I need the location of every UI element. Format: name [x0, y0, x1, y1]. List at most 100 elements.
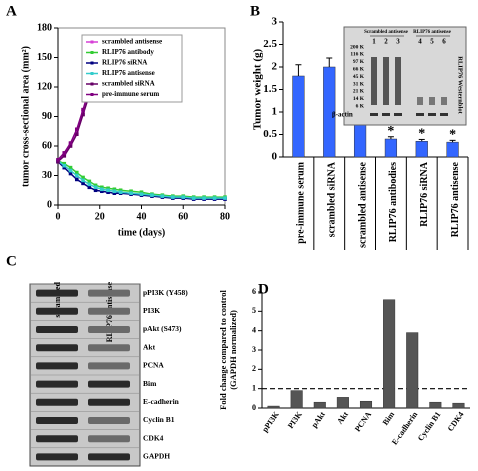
legend-marker — [90, 72, 94, 75]
bar — [313, 401, 326, 409]
mw-marker: 200 K — [350, 44, 365, 50]
point — [106, 190, 110, 195]
lane-number: 1 — [372, 38, 376, 46]
lane-band — [371, 57, 377, 105]
blot-row-label: CDK4 — [143, 433, 164, 442]
y-tick-label: 120 — [37, 81, 52, 92]
point — [181, 195, 186, 199]
point — [139, 190, 144, 195]
point — [100, 189, 104, 194]
point — [106, 186, 110, 191]
blot-band — [88, 380, 130, 388]
lane-number: 2 — [384, 38, 388, 46]
y-tick-label: 3 — [252, 345, 256, 354]
point — [74, 170, 79, 175]
lane-band — [417, 97, 423, 105]
legend-marker — [90, 51, 94, 54]
bar — [446, 141, 459, 158]
point — [223, 196, 227, 200]
point — [129, 191, 133, 195]
x-tick-label: Cyclin B1 — [416, 410, 443, 443]
x-tick-label: scrambled antisense — [357, 161, 368, 247]
blot-side-label: RLIP76 Westernblot — [457, 56, 464, 114]
x-tick-label: scrambled siRNA — [327, 161, 338, 237]
point — [74, 129, 79, 134]
blot-row-label: PCNA — [143, 361, 164, 370]
mw-marker: 97 K — [353, 59, 365, 65]
mw-marker: 66 K — [353, 66, 365, 72]
significance-mark: * — [418, 127, 425, 142]
point — [56, 159, 60, 164]
point — [100, 185, 104, 190]
x-tick-label: Bim — [381, 410, 397, 427]
blot-band — [36, 344, 78, 352]
mw-marker: 116 K — [350, 52, 364, 58]
blot-band — [88, 417, 130, 424]
blot-band — [36, 326, 78, 333]
blot-band — [36, 435, 78, 443]
blot-band — [36, 380, 78, 388]
lane-band — [441, 97, 447, 105]
blot-band — [88, 289, 130, 297]
point — [62, 151, 67, 155]
x-tick-label: RLIP76 antisense — [450, 161, 461, 237]
y-tick-label: 1 — [252, 383, 256, 392]
point — [68, 141, 73, 145]
y-tick-label: 4 — [252, 325, 256, 334]
bar — [290, 390, 303, 409]
mw-marker: 6 K — [356, 103, 365, 109]
point — [62, 154, 67, 158]
panel-label: C — [6, 253, 17, 269]
point — [87, 179, 92, 184]
point — [106, 188, 110, 193]
blot-column-label: scrambled — [53, 281, 62, 317]
legend-label: RLIP76 antibody — [102, 48, 154, 56]
point — [81, 175, 85, 180]
x-tick-label: RLIP76 siRNA — [419, 161, 430, 227]
lane-band — [429, 97, 435, 105]
y-tick-label: 6 — [252, 287, 256, 296]
bar — [336, 397, 349, 409]
y-tick-label: 3 — [272, 16, 278, 28]
point — [112, 191, 117, 195]
blot-row-label: E-cadherin — [143, 397, 180, 406]
point — [74, 127, 79, 132]
lane-number: 3 — [396, 38, 400, 46]
y-axis-title: Fold change compared to control — [218, 290, 228, 410]
bar — [267, 405, 280, 409]
blot-band — [36, 398, 78, 406]
blot-band — [88, 307, 130, 315]
legend-label: RLIP76 siRNA — [102, 59, 147, 67]
lane-number: 5 — [430, 38, 434, 46]
legend-box — [81, 34, 183, 103]
blot-band — [36, 307, 78, 315]
point — [129, 189, 133, 194]
y-tick-label: 1 — [272, 106, 278, 118]
x-tick-label: 20 — [95, 211, 105, 222]
point — [118, 188, 123, 193]
panel-label: D — [258, 281, 269, 297]
blot-band — [88, 398, 130, 406]
point — [81, 178, 85, 183]
point — [87, 185, 92, 190]
y-tick-label: 0.5 — [263, 128, 277, 140]
point — [191, 196, 196, 200]
y-tick-label: 2 — [272, 61, 278, 73]
point — [112, 187, 117, 192]
blot-band — [88, 344, 130, 352]
point — [112, 189, 117, 194]
point — [139, 192, 144, 196]
bar — [359, 400, 373, 409]
lane-number: 4 — [418, 38, 422, 46]
mw-marker: 45 K — [353, 74, 365, 80]
point — [93, 188, 98, 193]
inset-blot — [343, 26, 467, 126]
y-tick-label: 30 — [42, 170, 52, 181]
legend-label: scrambled antisense — [102, 38, 162, 46]
lane-group-label: Scrambled antisense — [364, 30, 409, 35]
point — [74, 132, 79, 136]
significance-mark: * — [387, 124, 394, 139]
point — [56, 157, 60, 162]
blot-band — [36, 362, 78, 370]
point — [93, 183, 98, 188]
